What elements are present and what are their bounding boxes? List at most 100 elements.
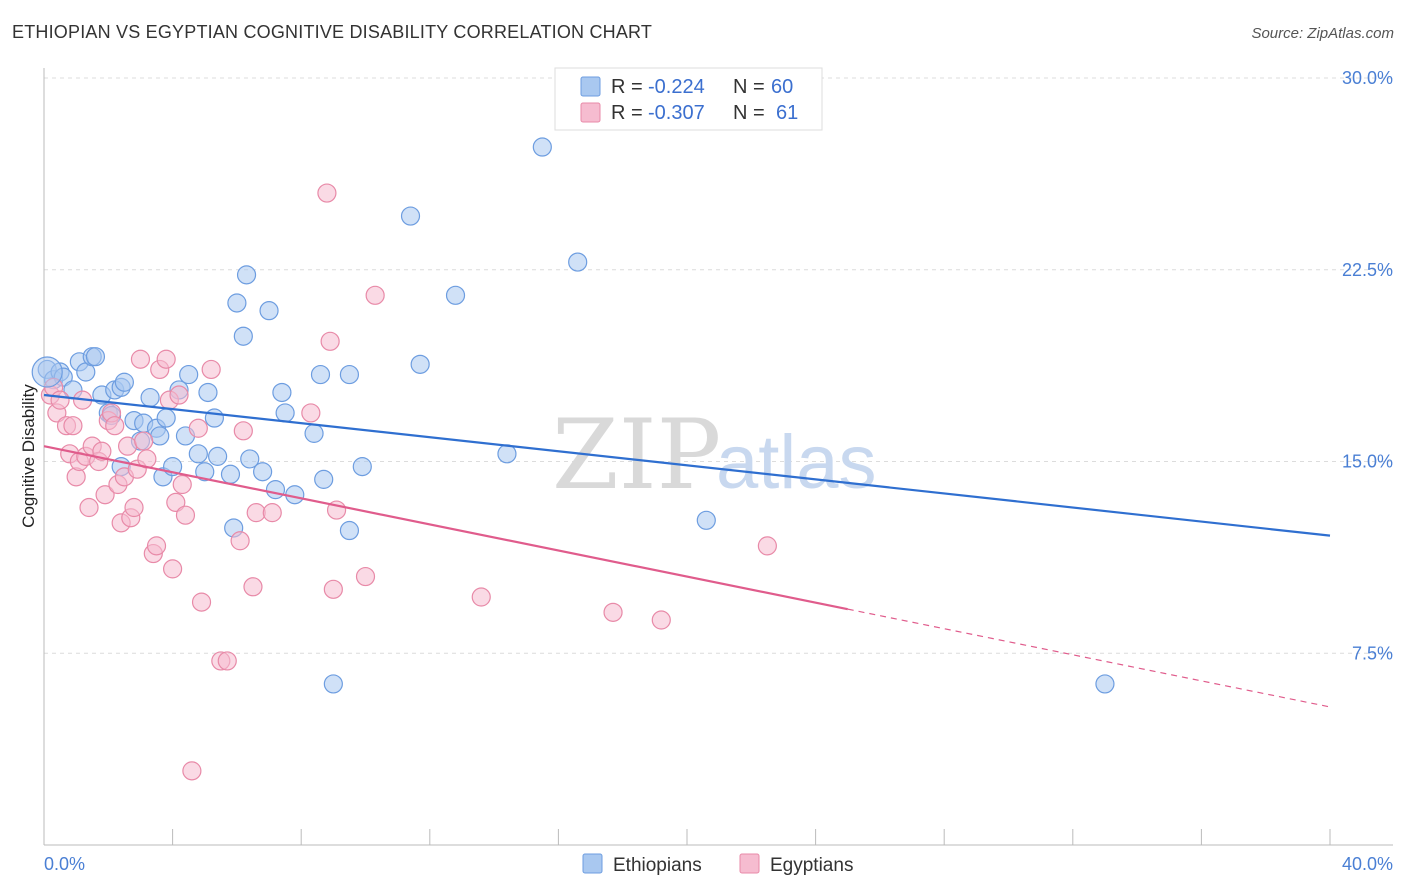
point-egyptians: [50, 390, 70, 410]
point-ethiopians: [220, 464, 241, 484]
point-ethiopians: [195, 462, 215, 482]
point-ethiopians: [272, 382, 292, 403]
gridlines: [44, 77, 1393, 654]
trendline-egyptians-extension: [847, 608, 1331, 708]
watermark-zip: ZIP: [552, 399, 721, 511]
point-ethiopians: [208, 446, 228, 466]
point-egyptians: [317, 183, 337, 203]
point-ethiopians: [150, 426, 170, 446]
point-egyptians: [63, 416, 83, 436]
point-ethiopians: [696, 510, 716, 530]
point-egyptians: [172, 474, 192, 495]
legend-n-value: 60: [771, 76, 793, 98]
point-ethiopians: [198, 382, 218, 403]
chart-title: ETHIOPIAN VS EGYPTIAN COGNITIVE DISABILI…: [12, 22, 653, 42]
bottom-legend-swatch-egyptians: [739, 853, 760, 874]
point-ethiopians: [253, 462, 273, 482]
legend-n-label: N =: [733, 102, 765, 124]
point-egyptians: [355, 566, 376, 587]
point-ethiopians: [204, 408, 224, 428]
point-egyptians: [156, 349, 176, 369]
point-egyptians: [130, 349, 151, 369]
point-egyptians: [134, 431, 154, 451]
point-egyptians: [471, 587, 491, 607]
point-ethiopians: [275, 403, 295, 423]
point-ethiopians: [323, 674, 343, 694]
point-ethiopians: [314, 469, 334, 489]
point-ethiopians: [400, 206, 421, 226]
point-egyptians: [230, 531, 250, 551]
trendline-ethiopians: [43, 393, 1331, 537]
point-egyptians: [124, 497, 144, 518]
point-ethiopians: [240, 449, 260, 469]
axes: [43, 68, 1393, 846]
point-egyptians: [163, 559, 183, 579]
point-egyptians: [182, 761, 202, 781]
y-tick-label: 30.0%: [1342, 68, 1393, 88]
point-ethiopians: [339, 364, 360, 385]
point-ethiopians: [497, 444, 517, 464]
legend: R = -0.224 N = 60 R = -0.307 N = 61: [554, 67, 823, 131]
point-egyptians: [217, 651, 237, 671]
legend-r-value: -0.224: [648, 76, 705, 98]
point-ethiopians: [31, 356, 63, 388]
point-ethiopians: [310, 364, 331, 385]
watermark-atlas: atlas: [716, 420, 877, 505]
y-tick-label: 15.0%: [1342, 452, 1393, 472]
x-tick-label: 0.0%: [44, 854, 85, 874]
data-points: [31, 137, 1115, 781]
point-egyptians: [603, 602, 623, 622]
x-tick-labels: 0.0% 40.0%: [44, 854, 1393, 874]
point-ethiopians: [445, 285, 466, 305]
legend-r-value: -0.307: [648, 102, 705, 124]
trendlines: [43, 393, 1331, 708]
point-egyptians: [175, 505, 196, 525]
y-tick-label: 22.5%: [1342, 260, 1393, 280]
point-ethiopians: [265, 480, 286, 500]
point-ethiopians: [233, 326, 253, 346]
legend-swatch-ethiopians: [580, 76, 601, 97]
point-ethiopians: [156, 408, 176, 428]
point-egyptians: [117, 436, 138, 456]
y-tick-labels: 7.5% 15.0% 22.5% 30.0%: [1342, 68, 1393, 663]
point-egyptians: [92, 441, 112, 461]
source-credit: Source: ZipAtlas.com: [1251, 25, 1394, 42]
point-egyptians: [651, 610, 671, 630]
x-tick-label: 40.0%: [1342, 854, 1393, 874]
point-ethiopians: [339, 520, 360, 541]
point-egyptians: [246, 503, 266, 523]
bottom-legend-label-ethiopians: Ethiopians: [613, 855, 702, 876]
legend-r-label: R =: [611, 76, 643, 98]
trendline-egyptians: [43, 445, 848, 611]
legend-swatch-egyptians: [580, 102, 601, 123]
legend-n-value: 61: [776, 102, 798, 124]
point-ethiopians: [227, 293, 247, 313]
point-ethiopians: [1095, 674, 1115, 694]
point-ethiopians: [236, 265, 257, 285]
point-egyptians: [301, 403, 321, 423]
point-egyptians: [233, 421, 253, 441]
y-axis-label: Cognitive Disability: [19, 384, 38, 528]
point-ethiopians: [140, 387, 160, 408]
point-egyptians: [105, 416, 125, 436]
point-egyptians: [262, 503, 282, 523]
point-egyptians: [146, 536, 167, 556]
point-egyptians: [166, 492, 186, 513]
point-egyptians: [323, 579, 343, 599]
point-egyptians: [191, 592, 212, 612]
point-ethiopians: [188, 444, 208, 464]
point-egyptians: [757, 536, 777, 556]
bottom-legend-label-egyptians: Egyptians: [770, 855, 853, 876]
point-ethiopians: [85, 347, 106, 367]
point-egyptians: [95, 485, 115, 505]
point-ethiopians: [532, 137, 552, 157]
point-ethiopians: [568, 252, 588, 272]
point-ethiopians: [114, 372, 134, 392]
point-egyptians: [243, 577, 263, 597]
point-egyptians: [79, 497, 99, 518]
y-tick-label: 7.5%: [1352, 643, 1393, 663]
point-ethiopians: [259, 301, 279, 321]
point-ethiopians: [352, 457, 372, 477]
point-egyptians: [188, 418, 208, 438]
